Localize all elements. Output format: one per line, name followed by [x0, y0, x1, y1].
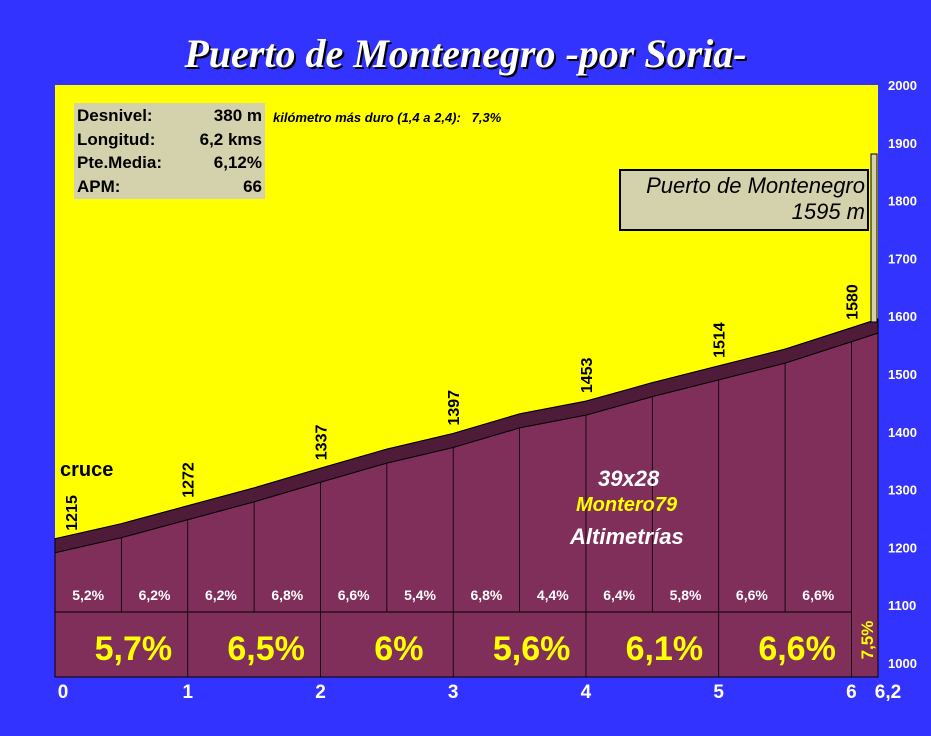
stat-label: Pte.Media: — [77, 153, 163, 172]
elevation-label: 1453 — [579, 357, 596, 393]
stat-value: 6,2 kms — [199, 129, 262, 149]
page-title: Puerto de Montenegro -por Soria- — [184, 31, 747, 76]
x-tick-label: 5 — [713, 682, 724, 703]
y-tick-label: 1200 — [888, 540, 917, 555]
watermark-author: Montero79 — [576, 494, 678, 516]
x-tick-label: 1 — [182, 682, 193, 703]
half-km-gradient-label: 6,4% — [603, 587, 635, 603]
watermark-site: Altimetrías — [570, 524, 684, 549]
km-gradient-label: 6,6% — [758, 630, 836, 668]
summit-pole — [870, 153, 878, 323]
stat-value: 66 — [243, 176, 262, 196]
x-tick-label: 3 — [448, 682, 459, 703]
y-tick-label: 1700 — [888, 251, 917, 266]
half-km-gradient-label: 6,6% — [338, 587, 370, 603]
half-km-gradient-label: 6,6% — [802, 587, 834, 603]
half-km-gradient-label: 5,2% — [72, 587, 104, 603]
x-tick-label: 4 — [581, 682, 592, 703]
start-label: cruce — [60, 459, 114, 481]
y-tick-label: 1900 — [888, 136, 917, 151]
y-tick-label: 1800 — [888, 194, 917, 209]
hardest-km-note: kilómetro más duro (1,4 a 2,4): 7,3% — [273, 110, 502, 125]
x-tick-label: 6,2 — [875, 682, 901, 703]
half-km-gradient-label: 5,4% — [404, 587, 436, 603]
final-gradient-label: 7,5% — [858, 621, 877, 660]
half-km-gradient-label: 5,8% — [670, 587, 702, 603]
half-km-gradient-label: 4,4% — [537, 587, 569, 603]
half-km-gradient-label: 6,8% — [271, 587, 303, 603]
half-km-gradient-label: 6,8% — [470, 587, 502, 603]
y-tick-label: 2000 — [888, 78, 917, 93]
x-tick-label: 0 — [58, 682, 69, 703]
km-gradient-label: 6,5% — [227, 630, 305, 668]
elevation-label: 1580 — [844, 284, 861, 320]
stat-label: Longitud: — [77, 129, 156, 149]
elevation-label: 1215 — [64, 495, 81, 531]
y-tick-label: 1300 — [888, 483, 917, 498]
summit-name: Puerto de Montenegro — [646, 173, 865, 198]
stat-value: 380 m — [213, 106, 262, 125]
elevation-label: 1514 — [712, 322, 729, 358]
watermark-size: 39x28 — [598, 466, 660, 491]
stat-label: Desnivel: — [77, 106, 153, 125]
half-km-gradient-label: 6,2% — [205, 587, 237, 603]
y-tick-label: 1600 — [888, 309, 917, 324]
summit-box: Puerto de Montenegro 1595 m — [619, 169, 869, 231]
stat-label: APM: — [77, 176, 121, 196]
elevation-label: 1272 — [181, 462, 198, 498]
stat-value: 6,12% — [213, 153, 262, 172]
half-km-gradient-label: 6,6% — [736, 587, 768, 603]
x-tick-label: 6 — [846, 682, 857, 703]
half-km-gradient-label: 6,2% — [139, 587, 171, 603]
km-gradient-label: 5,6% — [493, 630, 571, 668]
elevation-label: 1337 — [313, 425, 330, 461]
km-gradient-label: 6% — [374, 630, 423, 668]
summit-elevation: 1595 m — [791, 199, 865, 224]
stats-box: Desnivel: 380 m Longitud: 6,2 kms Pte.Medi… — [74, 103, 265, 199]
profile-surface-band — [54, 318, 879, 554]
y-tick-label: 1400 — [888, 425, 917, 440]
km-gradient-label: 5,7% — [95, 630, 173, 668]
x-tick-label: 2 — [315, 682, 326, 703]
y-tick-label: 1000 — [888, 656, 917, 671]
y-tick-label: 1100 — [888, 598, 916, 613]
elevation-label: 1397 — [446, 390, 463, 426]
km-gradient-label: 6,1% — [626, 630, 704, 668]
y-tick-label: 1500 — [888, 367, 917, 382]
